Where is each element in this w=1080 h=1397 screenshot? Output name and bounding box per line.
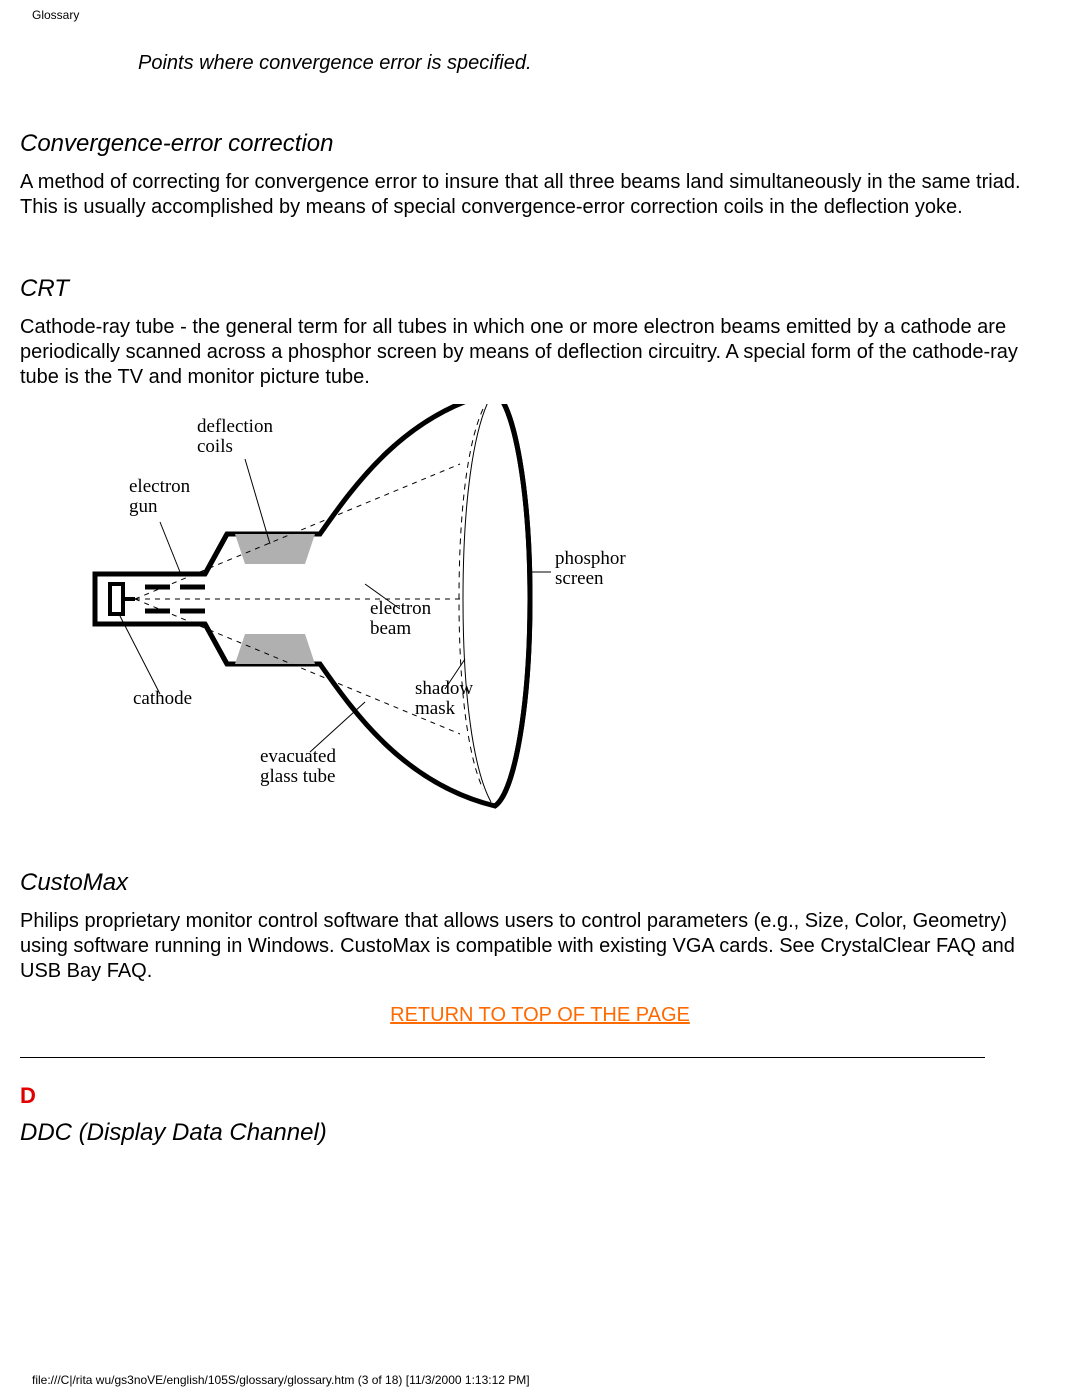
crt-screen-inner bbox=[463, 404, 491, 802]
figure-caption: Points where convergence error is specif… bbox=[138, 52, 1060, 75]
term-convergence-error-correction: Convergence-error correction bbox=[20, 130, 1060, 158]
label-electron-beam: electronbeam bbox=[370, 598, 432, 639]
term-customax: CustoMax bbox=[20, 869, 1060, 897]
label-deflection-coils: deflectioncoils bbox=[197, 416, 273, 457]
crt-coil-bottom bbox=[235, 634, 315, 664]
label-electron-gun: electrongun bbox=[129, 476, 191, 517]
label-shadow-mask: shadowmask bbox=[415, 678, 473, 719]
leader-electron-gun bbox=[160, 522, 180, 572]
label-phosphor-screen: phosphorscreen bbox=[555, 548, 626, 589]
desc-convergence-error-correction: A method of correcting for convergence e… bbox=[20, 170, 1060, 220]
label-evacuated-glass-tube: evacuatedglass tube bbox=[260, 746, 336, 787]
leader-evacuated-tube bbox=[310, 702, 365, 752]
section-letter-d: D bbox=[20, 1083, 1060, 1109]
crt-coil-top bbox=[235, 534, 315, 564]
header-title: Glossary bbox=[32, 8, 79, 22]
crt-diagram: deflectioncoils electrongun phosphorscre… bbox=[65, 404, 1060, 829]
page-footer-path: file:///C|/rita wu/gs3noVE/english/105S/… bbox=[32, 1373, 530, 1387]
section-divider bbox=[20, 1057, 985, 1058]
crt-screen-face bbox=[495, 404, 530, 806]
crt-diagram-svg: deflectioncoils electrongun phosphorscre… bbox=[65, 404, 665, 824]
leader-deflection-coils bbox=[245, 459, 270, 544]
desc-customax: Philips proprietary monitor control soft… bbox=[20, 909, 1060, 984]
desc-crt: Cathode-ray tube - the general term for … bbox=[20, 315, 1060, 390]
return-to-top-link-container: RETURN TO TOP OF THE PAGE bbox=[20, 1004, 1060, 1027]
page-header: Glossary bbox=[0, 0, 1080, 22]
term-crt: CRT bbox=[20, 275, 1060, 303]
term-ddc: DDC (Display Data Channel) bbox=[20, 1119, 1060, 1147]
label-cathode: cathode bbox=[133, 688, 192, 709]
leader-cathode bbox=[120, 616, 160, 694]
return-to-top-link[interactable]: RETURN TO TOP OF THE PAGE bbox=[390, 1004, 690, 1026]
